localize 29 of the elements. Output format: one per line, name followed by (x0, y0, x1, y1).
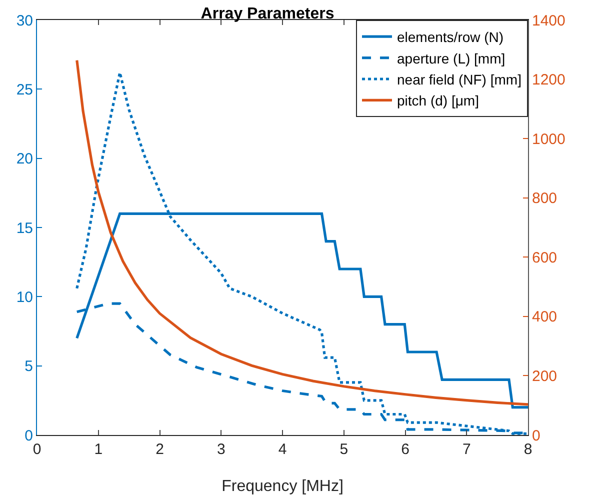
y-tick-label: 20 (16, 150, 33, 168)
y2-tick-label: 200 (532, 368, 558, 385)
chart-title: Array Parameters (200, 6, 334, 23)
y2-tick-label: 800 (532, 190, 558, 208)
x-tick-label: 5 (340, 441, 348, 458)
x-tick-label: 8 (524, 441, 532, 458)
y2-tick-label: 1200 (532, 72, 566, 89)
legend-label: near field (NF) [mm] (397, 71, 522, 88)
y-tick-label: 15 (16, 220, 33, 237)
x-tick-label: 3 (216, 441, 226, 458)
y2-tick-label: 600 (532, 249, 558, 266)
x-tick-label: 7 (462, 441, 471, 458)
y-tick-label: 10 (16, 288, 33, 306)
y2-tick-label: 0 (532, 427, 540, 444)
legend-label: aperture (L) [mm] (397, 50, 506, 66)
x-tick-label: 1 (94, 441, 103, 458)
x-tick-label: 2 (156, 441, 164, 458)
y2-tick-label: 1400 (532, 12, 566, 30)
x-axis-title: Frequency [MHz] (222, 478, 344, 495)
y2-tick-label: 400 (532, 308, 558, 326)
x-tick-label: 4 (278, 441, 287, 458)
y2-tick-label: 1000 (532, 130, 566, 148)
legend-label: elements/row (N) (397, 29, 504, 46)
legend-label: pitch (d) [μm] (397, 92, 479, 109)
y-tick-label: 5 (24, 358, 33, 376)
y-tick-label: 0 (24, 427, 33, 444)
y-tick-label: 30 (16, 12, 33, 30)
x-tick-label: 6 (401, 441, 410, 458)
y-tick-label: 25 (16, 81, 33, 98)
